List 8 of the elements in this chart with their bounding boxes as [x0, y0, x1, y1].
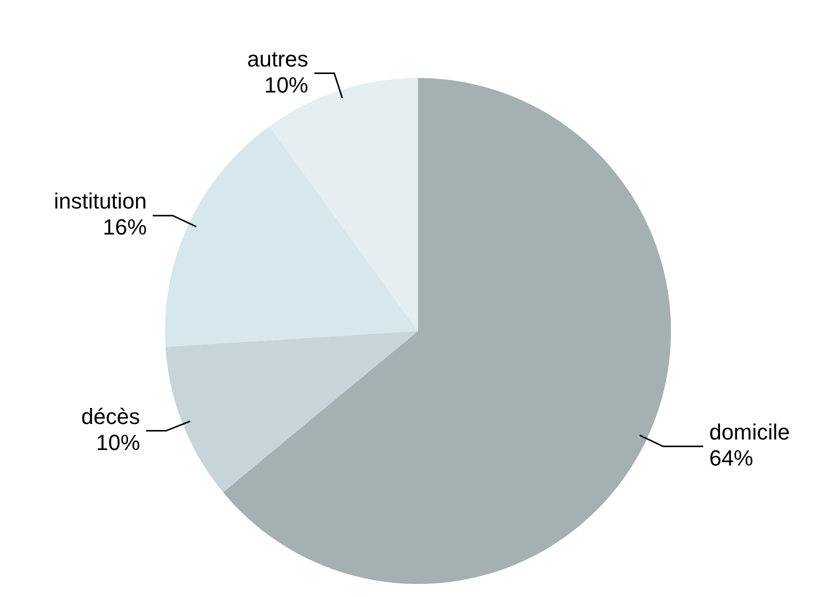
slice-label: institution — [54, 188, 147, 214]
data-label: 10% — [96, 430, 140, 455]
data-label: 64% — [709, 445, 754, 470]
slice-label: décès — [81, 404, 140, 429]
data-label: 16% — [102, 214, 147, 240]
slice-label: domicile — [709, 419, 790, 444]
data-label: 10% — [264, 72, 308, 98]
slice-label: autres — [247, 46, 308, 72]
